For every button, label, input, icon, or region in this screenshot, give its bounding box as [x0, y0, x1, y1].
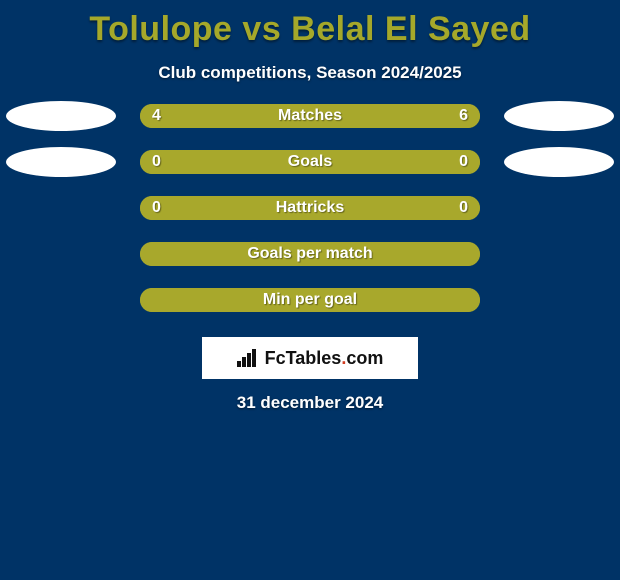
bar-chart-icon — [237, 349, 259, 367]
page-subtitle: Club competitions, Season 2024/2025 — [0, 63, 620, 83]
stat-bar: 00Hattricks — [140, 196, 480, 220]
stat-bar-right-fill — [310, 242, 480, 266]
stat-bar-right-fill — [310, 288, 480, 312]
page-title: Tolulope vs Belal El Sayed — [0, 0, 620, 49]
stat-bar: 46Matches — [140, 104, 480, 128]
player-left-marker — [6, 147, 116, 177]
logo-text-post: com — [346, 348, 383, 368]
stat-bar-left-fill — [140, 242, 310, 266]
player-left-marker — [6, 101, 116, 131]
player-right-marker — [504, 147, 614, 177]
stat-bar-right-fill — [310, 196, 480, 220]
logo-text-pre: FcTables — [265, 348, 342, 368]
stat-bar: Goals per match — [140, 242, 480, 266]
stat-row: 00Hattricks — [0, 195, 620, 221]
stat-row: 00Goals — [0, 149, 620, 175]
stat-bar: 00Goals — [140, 150, 480, 174]
stat-bar-left-fill — [140, 288, 310, 312]
logo-box: FcTables.com — [202, 337, 418, 379]
stat-row: Min per goal — [0, 287, 620, 313]
stat-row: 46Matches — [0, 103, 620, 129]
player-right-marker — [504, 101, 614, 131]
stat-bar-left-fill — [140, 196, 310, 220]
stat-bar-left-fill — [140, 150, 310, 174]
stats-rows: 46Matches 00Goals 00Hattricks Goals per mat… — [0, 103, 620, 313]
logo-text: FcTables.com — [265, 348, 384, 369]
stat-bar-right-fill — [310, 150, 480, 174]
stat-row: Goals per match — [0, 241, 620, 267]
stat-bar: Min per goal — [140, 288, 480, 312]
page-date: 31 december 2024 — [0, 393, 620, 413]
stat-bar-left-fill — [140, 104, 276, 128]
stat-bar-right-fill — [276, 104, 480, 128]
